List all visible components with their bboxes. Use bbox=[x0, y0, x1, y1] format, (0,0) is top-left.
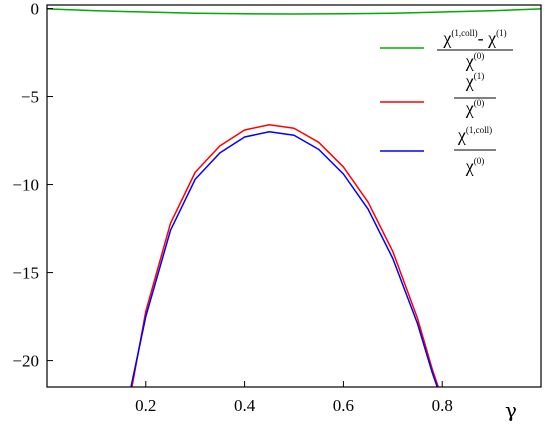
legend-denominator: χ(0) bbox=[465, 156, 485, 176]
axis-ticks: 0.2 0.4 0.6 0.8 0 −5 −10 −15 −20 bbox=[12, 0, 452, 415]
y-tick-label: −5 bbox=[21, 88, 39, 107]
plot-frame bbox=[46, 4, 542, 388]
blue-chi1-coll-line bbox=[130, 131, 438, 387]
legend-numerator: χ(1) bbox=[465, 71, 485, 91]
legend-item-coll: χ(1,coll) χ(0) bbox=[380, 125, 496, 176]
legend: χ(1,coll)- χ(1)χ(0)χ(1)χ(0)χ(1,coll)χ(0) bbox=[380, 28, 513, 176]
legend-item-diff: χ(1,coll)- χ(1) χ(0) bbox=[380, 28, 513, 71]
x-tick-label: 0.2 bbox=[135, 396, 156, 415]
x-tick-label: 0.8 bbox=[432, 396, 453, 415]
green-difference-line bbox=[47, 8, 541, 15]
plot-lines bbox=[47, 8, 541, 387]
x-tick-label: 0.4 bbox=[234, 396, 256, 415]
x-axis-label: γ bbox=[505, 398, 517, 422]
y-tick-label: −10 bbox=[12, 176, 39, 195]
x-tick-label: 0.6 bbox=[333, 396, 354, 415]
legend-item-chi1: χ(1) χ(0) bbox=[380, 71, 496, 118]
legend-numerator: χ(1,coll) bbox=[457, 125, 492, 145]
legend-denominator: χ(0) bbox=[465, 51, 485, 71]
legend-denominator: χ(0) bbox=[465, 98, 485, 118]
y-tick-label: −15 bbox=[12, 264, 39, 283]
red-chi1-line bbox=[131, 123, 439, 387]
legend-numerator: χ(1,coll)- χ(1) bbox=[442, 28, 506, 48]
y-tick-label: −20 bbox=[12, 352, 39, 371]
y-tick-label: 0 bbox=[31, 0, 40, 19]
